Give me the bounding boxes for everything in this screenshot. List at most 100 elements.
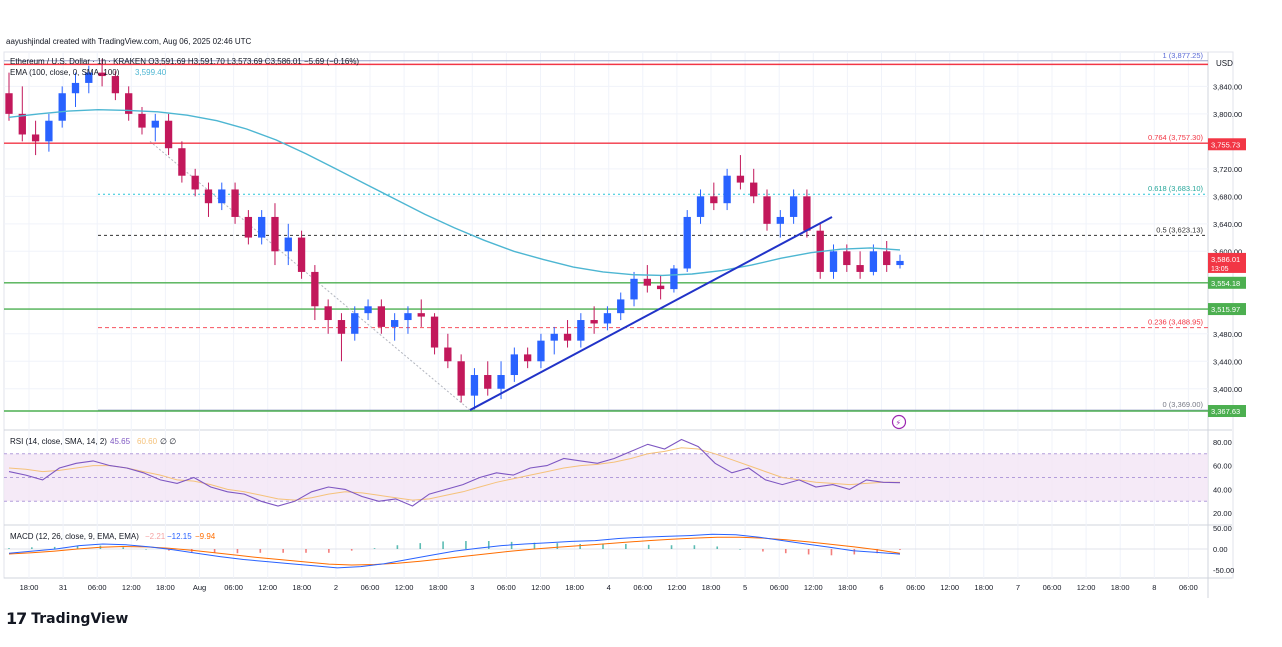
macd-histogram-bar: [31, 547, 33, 549]
macd-histogram-bar: [647, 544, 650, 549]
candle-body[interactable]: [457, 361, 465, 396]
candle-body[interactable]: [138, 113, 146, 128]
candle-body[interactable]: [85, 72, 93, 83]
macd-histogram-bar: [350, 549, 353, 551]
candle-body[interactable]: [297, 237, 306, 272]
candle-body[interactable]: [670, 268, 678, 290]
time-tick-label: 18:00: [292, 583, 311, 592]
price-tag-3515-bg: [1208, 303, 1246, 316]
candle-body[interactable]: [896, 260, 904, 266]
candle-body[interactable]: [883, 251, 891, 266]
candle-body[interactable]: [404, 313, 412, 321]
time-tick-label: 18:00: [20, 583, 39, 592]
candle-body[interactable]: [696, 196, 705, 217]
axes: 18:00 31 06:00 12:00 18:00 Aug 06:00 12:00 18:00…: [20, 82, 1246, 592]
macd-histogram-bar: [8, 548, 10, 549]
macd-tick-label: -50.00: [1213, 566, 1234, 575]
candle-body[interactable]: [337, 320, 346, 334]
rsi-tick-label: 80.00: [1213, 438, 1232, 447]
candle-body[interactable]: [683, 216, 691, 269]
candle-body[interactable]: [111, 76, 120, 94]
candle-body[interactable]: [590, 320, 598, 324]
candle-body[interactable]: [470, 375, 479, 396]
candle-body[interactable]: [178, 148, 186, 176]
candle-body[interactable]: [231, 189, 239, 217]
candle-body[interactable]: [829, 251, 838, 272]
ascending-trendline[interactable]: [469, 216, 833, 411]
candle-body[interactable]: [204, 189, 213, 204]
candle-body[interactable]: [523, 354, 532, 362]
replay-icon[interactable]: ⚡: [891, 414, 907, 430]
candle-body[interactable]: [750, 182, 758, 197]
last-price-tag: 3,586.01: [1211, 255, 1240, 264]
candle-body[interactable]: [803, 196, 811, 231]
price-tick-label: 3,720.00: [1213, 165, 1242, 174]
candle-body[interactable]: [324, 306, 332, 321]
candle-body[interactable]: [537, 340, 545, 362]
candle-body[interactable]: [271, 216, 279, 252]
price-tag-3755: 3,755.73: [1211, 140, 1240, 149]
candle-body[interactable]: [510, 354, 519, 376]
candle-body[interactable]: [164, 120, 173, 149]
price-tag-3755-bg: [1208, 138, 1246, 151]
price-tag-3367: 3,367.63: [1211, 407, 1240, 416]
candle-body[interactable]: [550, 333, 558, 341]
macd-line-value: −12.15: [167, 532, 192, 541]
macd-histogram-bar: [784, 549, 787, 554]
candle-body[interactable]: [776, 216, 784, 224]
candle-body[interactable]: [45, 120, 53, 142]
candle-body[interactable]: [763, 196, 771, 224]
price-pane[interactable]: 1 (3,877.25) 0.764 (3,757.30) 0.618 (3,683…: [4, 51, 1208, 412]
time-tick-label: 18:00: [974, 583, 993, 592]
macd-pane[interactable]: [4, 533, 1208, 569]
rsi-tick-label: 60.00: [1213, 462, 1232, 471]
candle-body[interactable]: [643, 278, 651, 286]
candle-body[interactable]: [723, 175, 731, 204]
candle-body[interactable]: [856, 265, 864, 272]
time-tick-label: 06:00: [906, 583, 925, 592]
candle-body[interactable]: [18, 113, 26, 135]
candle-body[interactable]: [789, 196, 798, 217]
candle-body[interactable]: [5, 93, 13, 114]
candle-body[interactable]: [58, 93, 66, 121]
candle-body[interactable]: [191, 175, 199, 190]
time-tick-label: 18:00: [1111, 583, 1130, 592]
candle-body[interactable]: [430, 316, 439, 348]
candle-body[interactable]: [484, 375, 492, 389]
candle-body[interactable]: [869, 251, 878, 272]
macd-histogram-bar: [762, 549, 764, 552]
candle-body[interactable]: [98, 72, 106, 77]
candle-body[interactable]: [563, 333, 572, 341]
time-tick-label: 18:00: [702, 583, 721, 592]
macd-histogram-bar: [236, 549, 239, 554]
time-tick-label: 18:00: [565, 583, 584, 592]
macd-histogram-bar: [625, 543, 627, 549]
candle-body[interactable]: [603, 313, 612, 324]
candle-body[interactable]: [71, 82, 80, 94]
candle-body[interactable]: [244, 216, 253, 238]
candle-body[interactable]: [377, 306, 386, 327]
candle-body[interactable]: [258, 216, 266, 238]
rsi-pane[interactable]: [4, 438, 1208, 507]
candle-body[interactable]: [417, 313, 425, 317]
candle-body[interactable]: [656, 285, 665, 290]
candle-body[interactable]: [364, 306, 372, 314]
candle-body[interactable]: [843, 251, 851, 266]
candle-body[interactable]: [151, 120, 159, 128]
candle-body[interactable]: [390, 320, 399, 327]
candle-body[interactable]: [577, 320, 585, 341]
candle-body[interactable]: [710, 196, 718, 204]
candle-body[interactable]: [125, 93, 133, 114]
candle-body[interactable]: [351, 313, 359, 334]
candle-body[interactable]: [311, 271, 319, 307]
last-price-countdown: 13:05: [1211, 266, 1229, 273]
candle-body[interactable]: [497, 375, 505, 389]
candle-body[interactable]: [31, 134, 40, 142]
candle-body[interactable]: [444, 347, 452, 362]
candle-body[interactable]: [630, 278, 638, 300]
candle-body[interactable]: [617, 299, 625, 314]
candle-body[interactable]: [284, 237, 292, 252]
candle-body[interactable]: [218, 189, 226, 204]
candle-body[interactable]: [736, 175, 745, 183]
